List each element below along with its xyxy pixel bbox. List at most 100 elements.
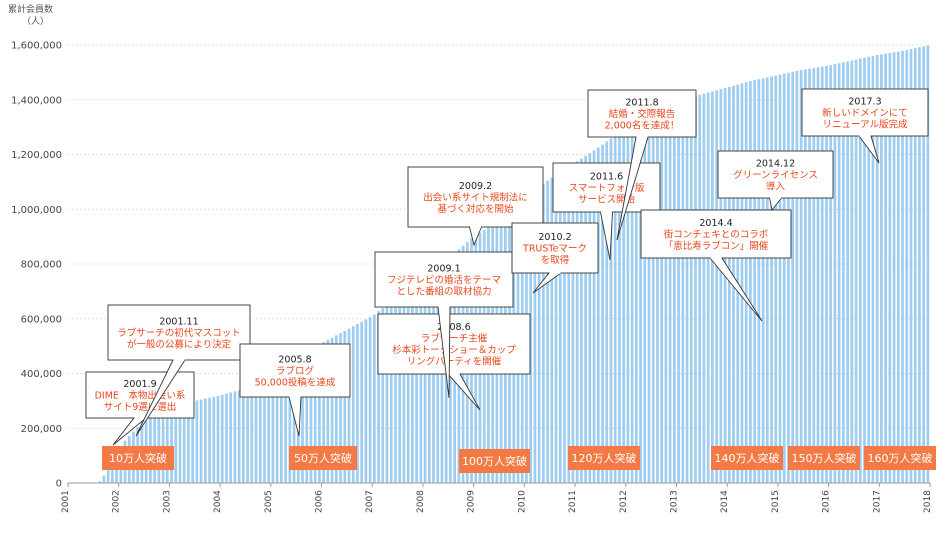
callout-date: 2017.3 — [848, 96, 881, 107]
bar — [233, 391, 237, 483]
bar — [647, 112, 651, 483]
y-tick-label: 200,000 — [21, 424, 62, 435]
bar — [689, 97, 693, 484]
milestone-box — [711, 446, 783, 470]
bar — [237, 390, 241, 483]
x-tick-label: 2007 — [365, 490, 375, 513]
callout-box — [717, 150, 834, 199]
callout-text: ラブサーチ主催 — [421, 333, 488, 345]
bar — [787, 72, 790, 484]
bar — [896, 51, 900, 484]
bar — [863, 57, 866, 484]
callout-date: 2001.9 — [123, 379, 156, 390]
x-tick-label: 2009 — [467, 490, 477, 513]
y-axis-title: 累計会員数 （人） — [8, 4, 53, 28]
bar — [292, 355, 296, 483]
bar — [377, 311, 380, 483]
milestone-badge: 100万人突破 — [459, 449, 530, 473]
bar — [854, 59, 858, 483]
bar — [774, 75, 778, 483]
bar — [347, 328, 351, 483]
y-axis-label: 累計会員数 — [8, 5, 54, 15]
bar — [174, 404, 178, 483]
bar — [702, 93, 706, 484]
callout-text: を取得 — [541, 254, 570, 266]
bar — [744, 82, 748, 484]
bar — [406, 287, 410, 483]
bar — [601, 144, 604, 484]
callout-text: リニューアル版完成 — [822, 118, 908, 130]
bar — [372, 314, 376, 483]
bar — [664, 105, 668, 484]
bar — [275, 366, 279, 483]
bar — [326, 339, 330, 483]
bar — [554, 175, 558, 483]
bar — [757, 79, 761, 483]
bar — [280, 363, 283, 483]
bar — [782, 73, 786, 484]
x-tick-label: 2018 — [923, 490, 933, 513]
callout-text: TRUSTeマーク — [522, 243, 587, 254]
bar — [351, 326, 355, 483]
bar — [668, 103, 672, 483]
bar — [271, 369, 275, 483]
bar — [106, 469, 110, 483]
bar — [537, 187, 541, 483]
bar — [926, 45, 930, 484]
callout-date: 2005.8 — [278, 354, 311, 365]
callout-date: 2009.2 — [459, 181, 492, 192]
bar — [199, 399, 203, 483]
bar — [301, 351, 304, 483]
bar-series — [98, 45, 930, 484]
y-tick-label: 1,600,000 — [11, 41, 62, 52]
bar — [711, 91, 714, 484]
callout-box — [85, 371, 195, 419]
bar — [613, 135, 617, 483]
x-tick-label: 2014 — [720, 490, 730, 513]
bar — [905, 50, 909, 484]
bar — [550, 177, 554, 484]
bar — [618, 131, 621, 483]
bar — [749, 81, 752, 484]
bar — [803, 69, 807, 483]
x-tick-label: 2013 — [669, 490, 679, 513]
bar — [394, 298, 397, 483]
bar — [170, 405, 173, 483]
bar — [588, 153, 592, 483]
x-tick-label: 2016 — [822, 490, 832, 513]
milestone-badge: 120万人突破 — [568, 446, 640, 470]
bar — [892, 52, 896, 483]
callout-text: グリーンライセンス — [733, 169, 818, 181]
milestone-box — [459, 449, 530, 473]
bar — [596, 147, 600, 483]
bar — [208, 397, 211, 483]
callout-box — [587, 89, 697, 138]
bar — [250, 384, 254, 483]
callout-text: サイト9選に選出 — [104, 401, 177, 413]
bar — [423, 273, 427, 483]
bar — [411, 284, 414, 483]
x-tick-label: 2011 — [568, 490, 578, 513]
y-tick-label: 1,200,000 — [11, 150, 62, 161]
milestone-badge: 50万人突破 — [289, 446, 357, 470]
milestone-box — [102, 446, 174, 470]
bar — [685, 98, 689, 484]
bar — [111, 462, 114, 483]
bar — [195, 400, 199, 483]
callout-text: 導入 — [766, 180, 786, 192]
milestone-box — [788, 446, 860, 470]
y-tick-label: 0 — [56, 479, 62, 490]
bar — [681, 99, 685, 484]
bar — [609, 138, 613, 483]
bar — [829, 65, 833, 483]
bar — [651, 109, 655, 484]
bar — [770, 76, 773, 483]
bar — [909, 49, 913, 483]
bar — [322, 342, 325, 483]
bar — [715, 90, 718, 484]
bar — [191, 401, 195, 483]
